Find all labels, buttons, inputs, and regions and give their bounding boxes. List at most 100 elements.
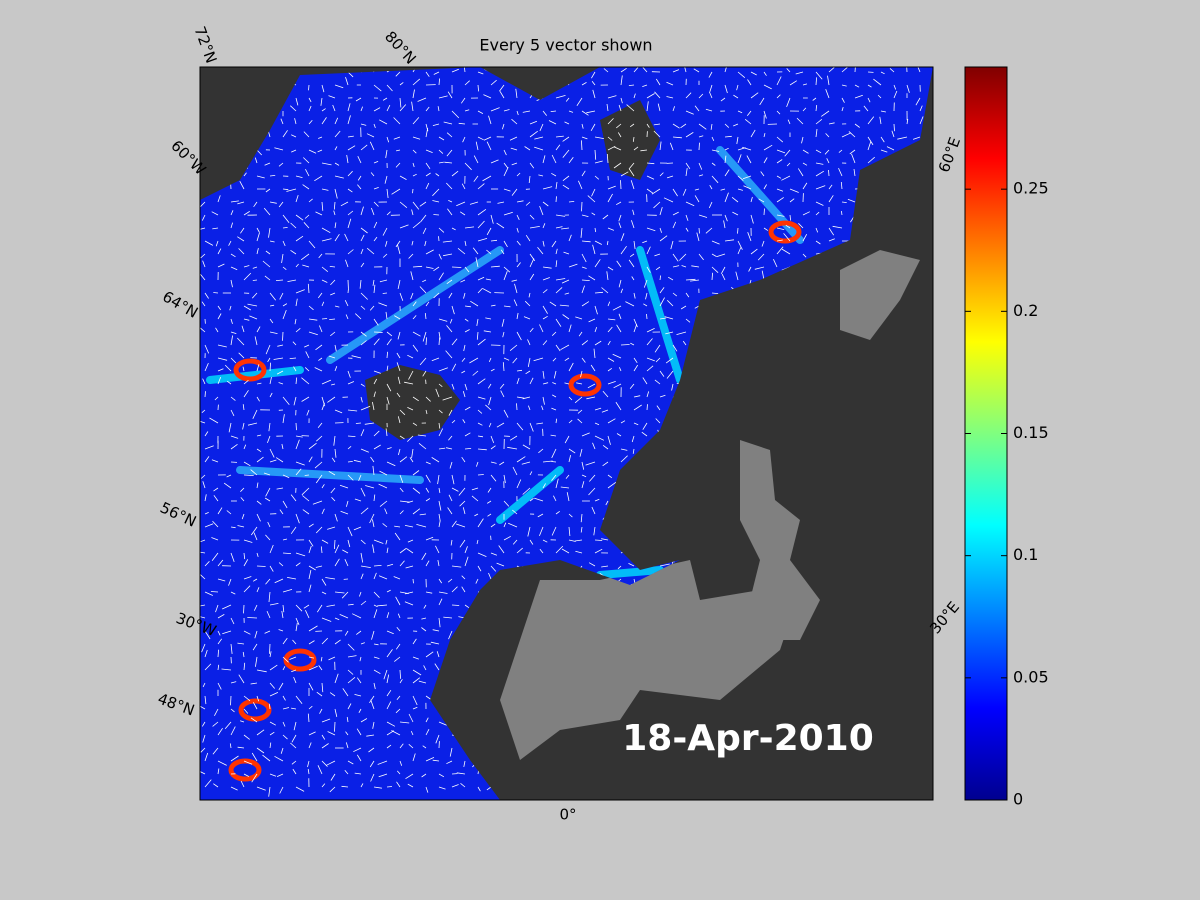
velocity-vector bbox=[906, 84, 910, 93]
velocity-vector bbox=[555, 344, 561, 352]
velocity-vector bbox=[705, 108, 713, 112]
velocity-vector bbox=[438, 149, 444, 154]
velocity-vector bbox=[412, 162, 415, 168]
colorbar-tick-label: 0.15 bbox=[1013, 423, 1049, 442]
velocity-vector bbox=[581, 357, 586, 363]
velocity-vector bbox=[319, 325, 323, 333]
velocity-vector bbox=[503, 188, 511, 192]
velocity-vector bbox=[580, 370, 583, 378]
velocity-vector bbox=[477, 448, 487, 451]
velocity-vector bbox=[230, 210, 234, 216]
velocity-vector bbox=[458, 122, 466, 125]
velocity-vector bbox=[646, 188, 654, 194]
velocity-vector bbox=[438, 78, 440, 86]
velocity-vector bbox=[451, 784, 459, 788]
velocity-vector bbox=[529, 226, 540, 229]
velocity-vector bbox=[317, 422, 323, 428]
velocity-vector bbox=[360, 429, 365, 437]
velocity-vector bbox=[317, 292, 323, 299]
velocity-vector bbox=[399, 456, 408, 463]
velocity-vector bbox=[347, 526, 353, 537]
velocity-vector bbox=[560, 344, 570, 351]
velocity-vector bbox=[254, 630, 258, 639]
ocean bbox=[200, 67, 933, 800]
velocity-vector bbox=[256, 364, 260, 372]
velocity-vector bbox=[815, 240, 821, 245]
velocity-vector bbox=[238, 248, 245, 255]
velocity-vector bbox=[386, 786, 393, 788]
velocity-vector bbox=[282, 266, 287, 271]
velocity-vector bbox=[853, 168, 856, 177]
velocity-vector bbox=[315, 211, 323, 216]
velocity-vector bbox=[562, 136, 570, 142]
velocity-vector bbox=[577, 409, 583, 414]
velocity-vector bbox=[601, 409, 609, 413]
velocity-vector bbox=[815, 149, 822, 154]
velocity-vector bbox=[490, 79, 497, 86]
velocity-vector bbox=[594, 340, 602, 346]
velocity-vector bbox=[591, 188, 596, 197]
velocity-vector bbox=[347, 643, 355, 651]
velocity-vector bbox=[398, 448, 401, 456]
velocity-vector bbox=[724, 147, 729, 151]
velocity-vector bbox=[211, 459, 219, 463]
velocity-vector bbox=[269, 392, 273, 398]
velocity-vector bbox=[333, 435, 336, 446]
velocity-vector bbox=[601, 287, 609, 294]
velocity-vector bbox=[290, 494, 297, 502]
velocity-vector bbox=[217, 578, 226, 582]
velocity-vector bbox=[321, 484, 325, 489]
colorbar-tick-label: 0.05 bbox=[1013, 667, 1049, 686]
velocity-vector bbox=[243, 604, 245, 614]
velocity-vector bbox=[732, 211, 739, 216]
velocity-vector bbox=[282, 130, 288, 138]
velocity-vector bbox=[587, 383, 596, 389]
velocity-vector bbox=[633, 318, 638, 328]
velocity-vector bbox=[577, 418, 583, 424]
velocity-vector bbox=[412, 117, 420, 125]
velocity-vector bbox=[204, 649, 208, 658]
velocity-vector bbox=[711, 162, 716, 166]
velocity-vector bbox=[594, 240, 602, 245]
velocity-vector bbox=[438, 591, 448, 594]
velocity-vector bbox=[659, 275, 661, 281]
velocity-vector bbox=[516, 422, 524, 431]
velocity-vector bbox=[581, 201, 583, 212]
velocity-vector bbox=[412, 396, 419, 402]
velocity-vector bbox=[443, 121, 453, 125]
velocity-vector bbox=[308, 105, 312, 112]
current-streak bbox=[496, 466, 564, 524]
velocity-vector bbox=[347, 135, 354, 138]
velocity-vector bbox=[462, 390, 466, 398]
velocity-vector bbox=[386, 674, 390, 684]
velocity-vector bbox=[659, 172, 664, 177]
velocity-vector bbox=[724, 192, 729, 203]
velocity-vector bbox=[694, 305, 700, 309]
velocity-vector bbox=[344, 300, 349, 307]
velocity-vector bbox=[269, 603, 279, 606]
velocity-vector bbox=[386, 104, 391, 112]
velocity-vector bbox=[709, 84, 713, 93]
velocity-vector bbox=[646, 266, 651, 273]
velocity-vector bbox=[750, 92, 759, 99]
velocity-vector bbox=[360, 144, 368, 151]
velocity-vector bbox=[646, 101, 649, 112]
velocity-vector bbox=[585, 461, 596, 466]
velocity-vector bbox=[295, 552, 306, 557]
velocity-vector bbox=[580, 513, 583, 523]
velocity-vector bbox=[438, 500, 442, 511]
velocity-vector bbox=[282, 707, 290, 710]
velocity-vector bbox=[217, 263, 225, 268]
velocity-vector bbox=[542, 539, 548, 543]
velocity-vector bbox=[849, 149, 856, 155]
velocity-vector bbox=[412, 638, 417, 645]
velocity-vector bbox=[451, 363, 457, 372]
velocity-vector bbox=[230, 552, 235, 563]
velocity-vector bbox=[320, 546, 323, 554]
velocity-vector bbox=[317, 765, 323, 775]
velocity-vector bbox=[360, 552, 364, 563]
velocity-vector bbox=[252, 578, 258, 582]
velocity-vector bbox=[386, 338, 392, 346]
velocity-vector bbox=[267, 435, 271, 444]
velocity-vector bbox=[503, 271, 508, 281]
